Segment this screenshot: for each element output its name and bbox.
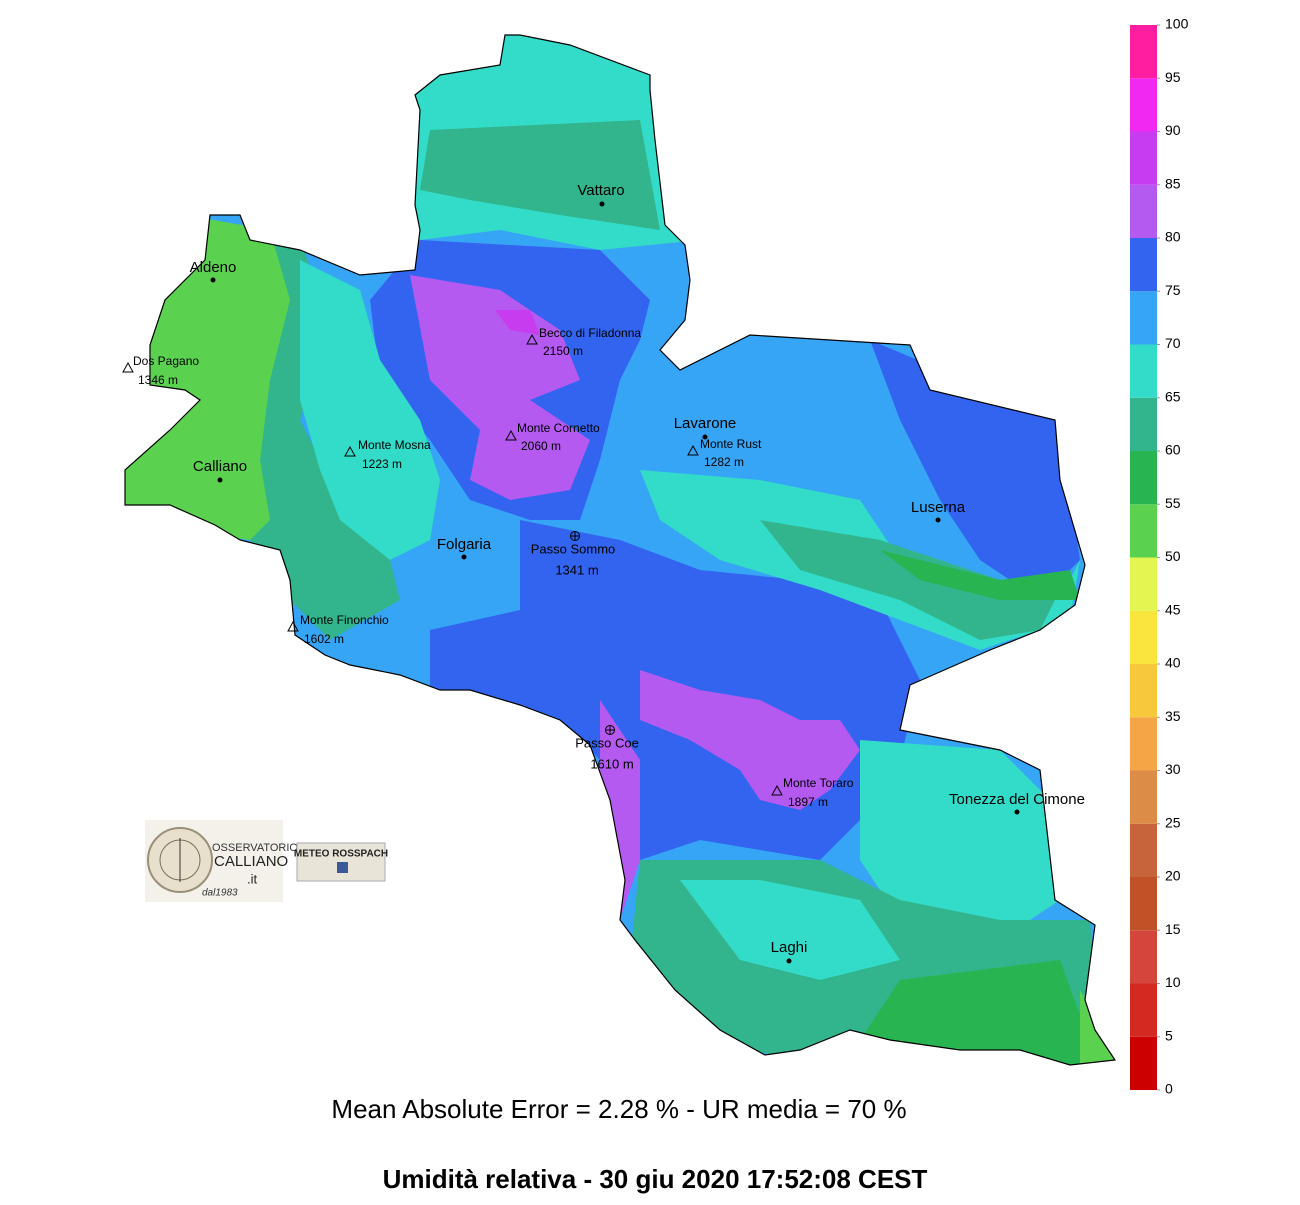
colorbar-label: 70	[1165, 335, 1181, 351]
colorbar-label: 95	[1165, 69, 1181, 85]
region-outline	[124, 34, 1117, 1066]
peak-marker	[122, 361, 134, 373]
colorbar-swatch	[1130, 983, 1157, 1037]
place-name: Monte Toraro	[783, 776, 854, 790]
colorbar-label: 0	[1165, 1081, 1173, 1097]
elevation: 2060 m	[521, 439, 561, 453]
title: Umidità relativa - 30 giu 2020 17:52:08 …	[383, 1164, 928, 1194]
colorbar-swatch	[1130, 823, 1157, 877]
logo-text: METEO ROSSPACH	[294, 849, 388, 860]
colorbar-label: 85	[1165, 175, 1181, 191]
place-name: Monte Mosna	[358, 438, 431, 452]
place-dot	[599, 201, 605, 207]
place-name: Passo Coe	[575, 735, 639, 750]
pass-marker	[605, 725, 615, 735]
colorbar-swatch	[1130, 397, 1157, 451]
elevation: 1602 m	[304, 632, 344, 646]
colorbar-swatch	[1130, 238, 1157, 292]
place-name: Passo Sommo	[531, 541, 616, 556]
colorbar-label: 55	[1165, 495, 1181, 511]
colorbar-label: 65	[1165, 388, 1181, 404]
elevation: 2150 m	[543, 344, 583, 358]
colorbar-swatch	[1130, 25, 1157, 79]
elevation: 1223 m	[362, 457, 402, 471]
colorbar-swatch	[1130, 664, 1157, 718]
logo-text: CALLIANO	[214, 853, 288, 870]
place-name: Monte Cornetto	[517, 421, 600, 435]
colorbar-label: 25	[1165, 814, 1181, 830]
colorbar-label: 50	[1165, 548, 1181, 564]
colorbar-label: 40	[1165, 655, 1181, 671]
peak-marker	[771, 784, 783, 796]
elevation: 1341 m	[555, 562, 598, 577]
colorbar-swatch	[1130, 610, 1157, 664]
colorbar-swatch	[1130, 877, 1157, 931]
elevation: 1282 m	[704, 455, 744, 469]
colorbar-swatch	[1130, 291, 1157, 345]
place-name: Vattaro	[577, 182, 624, 199]
place-name: Calliano	[193, 458, 247, 475]
place-name: Monte Rust	[700, 437, 762, 451]
place-name: Aldeno	[190, 259, 237, 276]
colorbar-label: 75	[1165, 282, 1181, 298]
meteo-logo: METEO ROSSPACH	[294, 842, 388, 882]
place-name: Becco di Filadonna	[539, 326, 641, 340]
place-dot	[210, 277, 216, 283]
colorbar-swatch	[1130, 184, 1157, 238]
colorbar-label: 90	[1165, 122, 1181, 138]
colorbar-swatch	[1130, 451, 1157, 505]
colorbar-swatch	[1130, 930, 1157, 984]
colorbar-label: 100	[1165, 16, 1189, 32]
peak-marker	[287, 620, 299, 632]
place-dot	[786, 958, 792, 964]
logo-text: .it	[247, 871, 258, 886]
elevation: 1346 m	[138, 373, 178, 387]
observatory-logo: OSSERVATORIO CALLIANO .it dal1983	[145, 820, 298, 902]
place-name: Laghi	[771, 939, 808, 956]
place-name: Luserna	[911, 499, 966, 516]
colorbar-label: 20	[1165, 868, 1181, 884]
peak-marker	[687, 444, 699, 456]
place-dot	[702, 434, 708, 440]
stats: Mean Absolute Error = 2.28 % - UR media …	[331, 1094, 906, 1124]
colorbar-swatch	[1130, 1036, 1157, 1090]
place-dot	[1014, 809, 1020, 815]
place-dot	[461, 554, 467, 560]
logo-text: dal1983	[202, 888, 238, 899]
colorbar: 0 5 10 15 20 25 30 35 40 45 50 55 60 65 70 75 80 85 90 95 10…	[1130, 16, 1189, 1097]
colorbar-label: 60	[1165, 442, 1181, 458]
colorbar-label: 30	[1165, 761, 1181, 777]
colorbar-swatch	[1130, 131, 1157, 185]
colorbar-swatch	[1130, 770, 1157, 824]
colorbar-swatch	[1130, 504, 1157, 558]
logo-text: OSSERVATORIO	[212, 842, 298, 854]
peak-marker	[344, 445, 356, 457]
colorbar-swatch	[1130, 78, 1157, 132]
peak-marker	[505, 429, 517, 441]
colorbar-swatch	[1130, 717, 1157, 771]
colorbar-label: 15	[1165, 921, 1181, 937]
place-name: Lavarone	[674, 415, 737, 432]
colorbar-label: 45	[1165, 601, 1181, 617]
colorbar-label: 5	[1165, 1027, 1173, 1043]
place-name: Folgaria	[437, 536, 492, 553]
peak-marker	[526, 333, 538, 345]
colorbar-label: 80	[1165, 229, 1181, 245]
pass-marker	[570, 531, 580, 541]
place-name: Dos Pagano	[133, 354, 199, 368]
place-name: Tonezza del Cimone	[949, 791, 1085, 808]
places: Vattaro Aldeno Dos Pagano 1346 m Calliano Bec…	[122, 182, 1085, 964]
colorbar-label: 10	[1165, 974, 1181, 990]
colorbar-swatch	[1130, 344, 1157, 398]
colorbar-swatch	[1130, 557, 1157, 611]
place-name: Monte Finonchio	[300, 613, 389, 627]
place-dot	[217, 477, 223, 483]
elevation: 1610 m	[590, 756, 633, 771]
elevation: 1897 m	[788, 795, 828, 809]
colorbar-label: 35	[1165, 708, 1181, 724]
place-dot	[935, 517, 941, 523]
